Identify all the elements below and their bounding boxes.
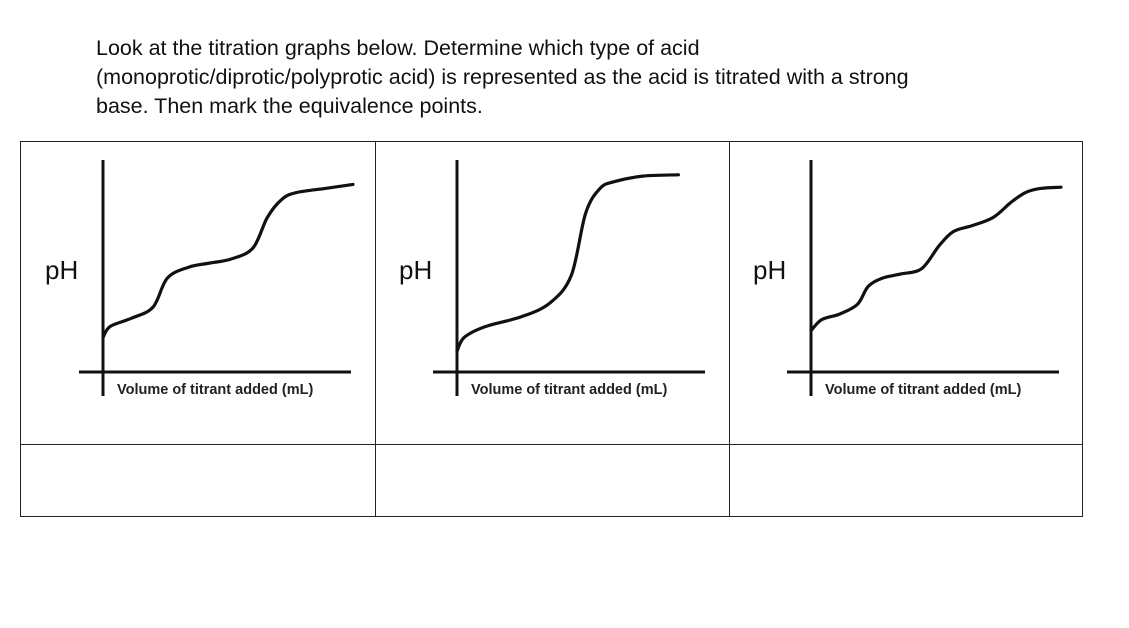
y-axis-label: pH xyxy=(399,255,432,285)
x-axis-label: Volume of titrant added (mL) xyxy=(471,382,667,398)
table-divider xyxy=(21,444,1082,445)
titration-curve xyxy=(809,185,1063,333)
answer-table: pH Volume of titrant added (mL) pH Volume … xyxy=(20,141,1083,517)
x-axis-label: Volume of titrant added (mL) xyxy=(825,382,1021,398)
titration-graph-2: pH Volume of titrant added (mL) xyxy=(385,154,715,429)
titration-graph-1: pH Volume of titrant added (mL) xyxy=(31,154,361,429)
titration-chart-svg: pH Volume of titrant added (mL) xyxy=(753,160,1063,398)
answer-cell-2[interactable] xyxy=(376,445,729,517)
y-axis-label: pH xyxy=(753,255,786,285)
x-axis-label: Volume of titrant added (mL) xyxy=(117,382,313,398)
y-axis-label: pH xyxy=(45,255,78,285)
titration-curve xyxy=(101,182,355,340)
titration-curve xyxy=(455,173,680,353)
answer-cell-1[interactable] xyxy=(21,445,375,517)
titration-graph-3: pH Volume of titrant added (mL) xyxy=(739,154,1069,429)
answer-cell-3[interactable] xyxy=(730,445,1082,517)
table-divider xyxy=(375,142,376,516)
titration-chart-svg: pH Volume of titrant added (mL) xyxy=(399,160,705,398)
titration-chart-svg: pH Volume of titrant added (mL) xyxy=(45,160,355,398)
instructions-text: Look at the titration graphs below. Dete… xyxy=(96,36,909,118)
table-divider xyxy=(729,142,730,516)
